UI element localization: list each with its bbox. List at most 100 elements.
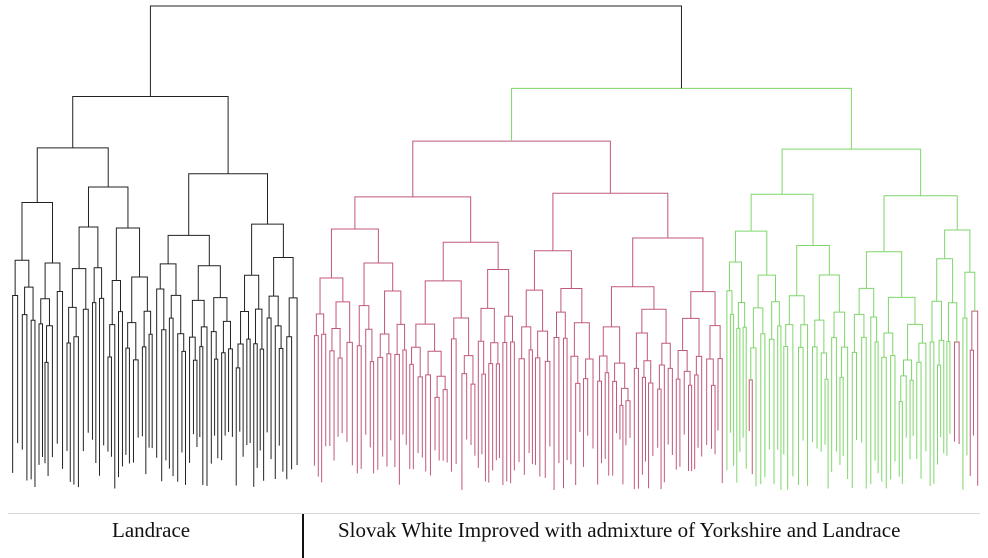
dendrogram-branch (442, 241, 499, 281)
dendrogram-branch (434, 396, 440, 461)
dendrogram-branch (161, 329, 167, 482)
dendrogram-branch (463, 355, 474, 385)
group-label-slovak-white: Slovak White Improved with admixture of … (338, 518, 901, 542)
dendrogram-branch (288, 297, 298, 465)
dendrogram-branch (477, 340, 485, 468)
dendrogram-branch (240, 311, 249, 344)
dendrogram-branch (620, 387, 629, 406)
dendrogram-branch (898, 401, 903, 484)
dendrogram-branch (177, 333, 185, 482)
dendrogram-branch (168, 317, 174, 477)
dendrogram-branch (109, 324, 116, 489)
dendrogram-branch (537, 330, 549, 362)
dendrogram-branch (706, 358, 714, 445)
dendrogram-branch (777, 325, 782, 490)
dendrogram-branch (694, 374, 699, 470)
dendrogram-branch (675, 378, 681, 470)
dendrogram-branch (947, 302, 958, 342)
dendrogram-branch (748, 379, 753, 475)
dendrogram-branch (200, 326, 208, 486)
dendrogram-branch (831, 337, 837, 473)
dendrogram-branch (533, 250, 572, 291)
dendrogram-branch (929, 341, 935, 486)
dendrogram-branch (583, 378, 589, 467)
dendrogram-branch (221, 352, 226, 461)
dendrogram-branch (619, 404, 624, 485)
dendrogram-branch (335, 301, 351, 343)
dendrogram-branch (213, 297, 228, 332)
dendrogram-branch (797, 346, 804, 486)
dendrogram-branch (788, 295, 805, 325)
dendrogram-branch (131, 276, 148, 323)
dendrogram-branch (711, 384, 716, 455)
dendrogram-branch (818, 274, 840, 321)
dendrogram-branch (210, 331, 217, 464)
dendrogram-branch (346, 341, 353, 466)
dendrogram-branch (143, 310, 152, 347)
dendrogram-branch (553, 337, 560, 490)
dendrogram-branch (785, 324, 794, 477)
dendrogram-branch (690, 291, 716, 326)
dendrogram-branch (839, 376, 844, 465)
dendrogram-branch (814, 319, 825, 353)
dendrogram-branch (409, 363, 414, 470)
dendrogram-branch (266, 317, 272, 460)
dendrogram-branch (560, 287, 583, 323)
dendrogram-branch (259, 348, 265, 481)
dendrogram-branch (709, 325, 721, 360)
dendrogram-branch (424, 280, 462, 325)
dendrogram-branch (369, 361, 375, 474)
dendrogram-branch (132, 359, 139, 463)
dendrogram-branch (313, 335, 319, 477)
dendrogram-branch (396, 323, 406, 355)
dendrogram-branch (222, 320, 231, 353)
dendrogram-branch (853, 313, 865, 353)
dendrogram-branch (228, 348, 233, 437)
dendrogram-branch (883, 195, 958, 252)
dendrogram-branch (274, 325, 282, 479)
dendrogram-branch (66, 342, 71, 482)
dendrogram-branch (625, 400, 631, 446)
dendrogram-branch (159, 263, 177, 296)
dendrogram-branch (78, 226, 99, 269)
dendrogram-branch (783, 346, 789, 490)
dendrogram-branch (648, 382, 654, 489)
dendrogram-branch (44, 361, 49, 477)
dendrogram-branch (46, 325, 53, 458)
dendrogram-branch (12, 294, 19, 473)
dendrogram-branch (329, 350, 335, 461)
dendrogram-branch (331, 327, 341, 359)
dendrogram-branch (354, 196, 472, 243)
dendrogram-branch (953, 341, 960, 444)
dendrogram-branch (717, 358, 723, 484)
dendrogram-branch (573, 322, 590, 359)
dendrogram-branch (555, 311, 566, 339)
dendrogram-branch (931, 300, 942, 343)
dendrogram-branch (865, 251, 903, 298)
dendrogram-branch (118, 311, 123, 478)
dendrogram-branch (858, 287, 875, 318)
dendrogram-branch (909, 379, 914, 460)
dendrogram-branch (188, 173, 268, 236)
dendrogram-branch (99, 297, 105, 476)
dendrogram-branch (614, 362, 626, 389)
dendrogram-branch (528, 349, 533, 465)
dendrogram-branch (938, 339, 945, 454)
dendrogram-branch (461, 373, 468, 490)
dendrogram-branch (750, 347, 757, 487)
dendrogram-branch (737, 301, 746, 329)
dendrogram-branch (632, 237, 704, 292)
dendrogram-branch (488, 363, 494, 483)
group-label-landrace: Landrace (112, 518, 191, 542)
dendrogram-branch (254, 308, 263, 350)
dendrogram-branch (384, 290, 402, 334)
dendrogram-branch (752, 307, 764, 348)
dendrogram-branch (946, 340, 951, 456)
dendrogram-branch (683, 370, 691, 435)
dendrogram-branch (141, 346, 147, 475)
dendrogram-branch (319, 277, 344, 314)
dendrogram-branch (82, 308, 89, 452)
dendrogram-branch (167, 234, 210, 266)
dendrogram-branch (760, 333, 766, 485)
